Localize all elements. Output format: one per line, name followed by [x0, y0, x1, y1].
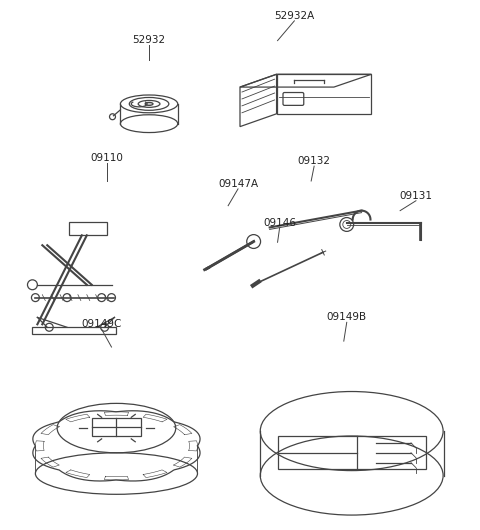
Text: 09110: 09110: [90, 153, 123, 163]
Text: 09146: 09146: [263, 218, 296, 228]
Text: 09149C: 09149C: [82, 319, 122, 329]
Text: 09132: 09132: [298, 156, 331, 166]
Ellipse shape: [145, 102, 153, 105]
Text: 09131: 09131: [399, 191, 432, 201]
Text: 52932: 52932: [132, 34, 166, 45]
Text: 09149B: 09149B: [327, 312, 367, 322]
Text: 52932A: 52932A: [274, 11, 314, 21]
Text: 09147A: 09147A: [218, 179, 258, 189]
